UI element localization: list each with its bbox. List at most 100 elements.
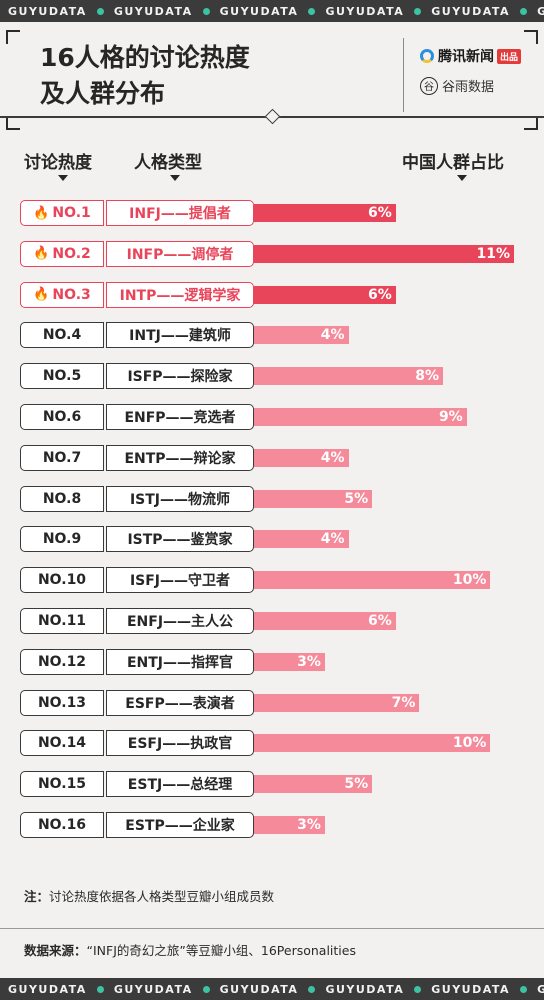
category-label: ISFP——探险家 [106, 363, 254, 390]
category-label: ENTJ——指挥官 [106, 648, 254, 675]
chart-row: 🔥 NO.3 INTP——逻辑学家 6% [0, 280, 544, 310]
rank-label: 🔥 NO.3 [20, 281, 104, 308]
category-label: INFP——调停者 [106, 240, 254, 267]
rank-text: NO.4 [42, 327, 82, 344]
ticker-text: GUYUDATA [8, 5, 87, 18]
data-label: 4% [320, 531, 345, 548]
rank-label: NO.4 [20, 322, 104, 349]
column-header-type: 人格类型 [134, 153, 202, 173]
ticker-text: GUYUDATA [431, 5, 511, 18]
header: 16人格的讨论热度 及人群分布 腾讯新闻 出品 谷 谷雨数据 [6, 30, 538, 130]
ticker-dot-icon [520, 8, 528, 15]
ticker-dot-icon [96, 8, 104, 15]
chart-row: NO.13 ESFP——表演者 7% [0, 688, 544, 718]
rank-label: 🔥 NO.1 [20, 200, 104, 226]
rank-label: NO.12 [20, 648, 104, 675]
category-label: ISTP——鉴赏家 [106, 526, 254, 553]
vertical-divider [403, 38, 404, 112]
ticker-text: GUYUDATA [113, 983, 193, 996]
tencent-logo-icon [420, 49, 434, 63]
bar: 6% [254, 612, 396, 630]
ticker-item: GUYUDATA [220, 1, 326, 23]
category-label: INTP——逻辑学家 [106, 281, 254, 308]
rank-text: NO.13 [37, 694, 87, 711]
chart-row: NO.11 ENFJ——主人公 6% [0, 606, 544, 636]
bar: 3% [254, 816, 325, 834]
column-header-rank: 讨论热度 [24, 153, 92, 173]
bar: 8% [254, 367, 444, 386]
category-label: ISTJ——物流师 [106, 485, 254, 512]
bar: 4% [254, 448, 349, 467]
chart-row: NO.5 ISFP——探险家 8% [0, 361, 544, 391]
ticker-item: GUYUDATA [220, 979, 326, 1000]
chart-row: NO.14 ESFJ——执政官 10% [0, 728, 544, 758]
footnote-text: 讨论热度依据各人格类型豆瓣小组成员数 [49, 889, 275, 904]
ticker-item: GUYUDATA [114, 1, 220, 23]
title-line-2: 及人群分布 [40, 79, 166, 108]
rank-label: NO.6 [20, 404, 104, 430]
brand-badge: 出品 [497, 48, 522, 64]
ticker-text: GUYUDATA [113, 5, 193, 18]
column-header-share: 中国人群占比 [402, 153, 504, 173]
chart-row: NO.12 ENTJ——指挥官 3% [0, 647, 544, 677]
rank-text: NO.2 [52, 245, 91, 262]
category-label: ENFJ——主人公 [106, 608, 254, 634]
ticker-item: GUYUDATA [431, 979, 537, 1000]
bar: 6% [254, 285, 396, 304]
chart-row: NO.9 ISTP——鉴赏家 4% [0, 524, 544, 554]
bar: 11% [254, 244, 514, 263]
chart-row: NO.6 ENFP——竞选者 9% [0, 402, 544, 432]
ticker-text: GUYUDATA [325, 5, 405, 18]
rank-text: NO.11 [37, 613, 87, 629]
brand-name: 谷雨数据 [442, 80, 495, 95]
rank-text: NO.16 [37, 817, 87, 833]
rank-label: NO.11 [20, 608, 104, 634]
rank-text: NO.1 [52, 205, 91, 221]
rank-text: NO.3 [52, 286, 91, 303]
category-label: ESFP——表演者 [106, 689, 254, 716]
ticker-item: GUYUDATA [114, 979, 220, 1000]
ticker-text: GUYUDATA [537, 983, 544, 996]
bar: 3% [254, 652, 325, 671]
ticker-dot-icon [96, 986, 104, 993]
ticker-item: GUYUDATA [8, 1, 114, 23]
bar: 4% [254, 530, 349, 549]
arrow-down-icon [58, 175, 68, 181]
guyu-data-logo: 谷 谷雨数据 [420, 76, 494, 95]
data-label: 10% [452, 735, 487, 752]
rank-label: 🔥 NO.2 [20, 240, 104, 267]
source-text: “INFJ的奇幻之旅”等豆瓣小组、16Personalities [86, 943, 356, 958]
ticker-dot-icon [308, 986, 316, 993]
ticker-item: GUYUDATA [325, 1, 431, 23]
bar: 4% [254, 326, 349, 345]
source-label: 数据来源： [24, 943, 87, 958]
rank-text: NO.6 [42, 409, 82, 425]
bar: 10% [254, 571, 491, 590]
ticker-text: GUYUDATA [431, 983, 511, 996]
data-label: 11% [476, 245, 510, 262]
rank-label: NO.8 [20, 485, 104, 512]
ticker-dot-icon [308, 8, 316, 15]
ticker-text: GUYUDATA [219, 983, 299, 996]
data-label: 9% [438, 409, 463, 425]
ticker-text: GUYUDATA [219, 5, 299, 18]
ticker-dot-icon [520, 986, 528, 993]
ticker-item: GUYUDATA [8, 979, 114, 1000]
bar: 7% [254, 693, 420, 712]
rank-label: NO.7 [20, 444, 104, 471]
data-label: 6% [368, 613, 392, 629]
ticker-item: GUYUDATA [431, 1, 537, 23]
footnote: 注：讨论热度依据各人格类型豆瓣小组成员数 [24, 886, 274, 905]
data-label: 3% [297, 653, 321, 670]
ticker-item: GUYUDATA [537, 979, 544, 1000]
chart-row: NO.15 ESTJ——总经理 5% [0, 769, 544, 799]
chart-row: NO.16 ESTP——企业家 3% [0, 810, 544, 840]
rank-text: NO.10 [37, 572, 87, 589]
ticker-item: GUYUDATA [325, 979, 431, 1000]
ticker-dot-icon [202, 8, 210, 15]
ticker-dot-icon [202, 986, 210, 993]
data-label: 5% [344, 490, 369, 507]
page-title: 16人格的讨论热度 及人群分布 [40, 40, 250, 112]
footnote-label: 注： [24, 889, 50, 904]
category-label: ESTP——企业家 [106, 812, 254, 838]
